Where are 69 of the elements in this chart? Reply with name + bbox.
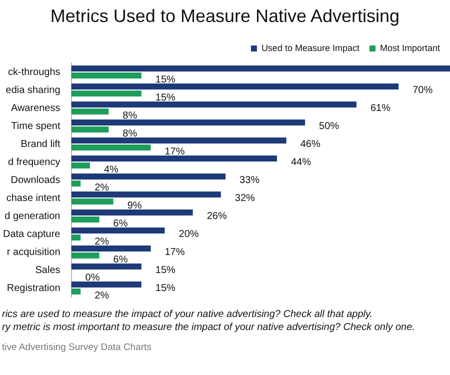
data-label: 8% xyxy=(122,128,138,140)
bar xyxy=(71,66,450,72)
y-tick-label: r acquisition xyxy=(6,246,60,258)
data-label: 6% xyxy=(113,254,128,266)
bar xyxy=(71,234,81,240)
bar xyxy=(71,126,109,132)
y-tick-label: chase intent xyxy=(6,192,60,204)
bar xyxy=(71,162,90,168)
y-tick-label: d generation xyxy=(4,210,60,222)
data-label: 46% xyxy=(300,139,320,150)
data-label: 20% xyxy=(178,229,199,240)
y-tick-label: Registration xyxy=(6,282,60,294)
data-label: 9% xyxy=(127,200,142,212)
data-label: 26% xyxy=(206,211,227,222)
y-tick-label: ck-throughs xyxy=(8,66,60,78)
text: rics are used to measure the impact of your native advertising? Check all that apply. xyxy=(2,309,373,320)
data-label: 33% xyxy=(240,175,260,186)
bar xyxy=(71,210,193,216)
y-tick-label: Data capture xyxy=(2,228,61,240)
bar xyxy=(71,102,356,108)
text: ry metric is most important to measure the impact of your native advertising? Check only one. xyxy=(2,322,415,333)
bar xyxy=(71,72,142,78)
data-label: 4% xyxy=(104,164,119,176)
bar xyxy=(71,228,165,234)
y-tick-label: Time spent xyxy=(11,120,60,132)
data-label: 17% xyxy=(164,247,185,258)
data-label: 61% xyxy=(370,103,391,114)
y-tick-label: Sales xyxy=(35,264,60,276)
data-label: 6% xyxy=(113,218,128,230)
y-tick-label: Downloads xyxy=(10,174,60,186)
data-label: 2% xyxy=(94,236,110,248)
bar xyxy=(71,120,306,126)
data-label: 70% xyxy=(412,85,433,96)
data-label: 15% xyxy=(155,92,176,104)
bar xyxy=(71,180,81,186)
bar xyxy=(71,90,142,96)
data-label: 32% xyxy=(234,193,256,204)
bar xyxy=(71,264,142,270)
legend-label: Used to Measure Impact xyxy=(261,42,360,53)
data-label: 17% xyxy=(164,146,185,158)
data-label: 15% xyxy=(155,74,176,86)
y-tick-label: Brand lift xyxy=(20,138,60,150)
text: tive Advertising Survey Data Charts xyxy=(2,342,152,353)
y-tick-label: edia sharing xyxy=(6,84,60,96)
data-label: 50% xyxy=(319,121,340,132)
bar xyxy=(71,144,151,150)
bar xyxy=(71,198,114,204)
bar xyxy=(71,138,286,144)
data-label: 15% xyxy=(155,265,176,276)
data-label: 0% xyxy=(85,272,100,284)
chart-title: Metrics Used to Measure Native Advertising xyxy=(49,6,401,27)
bar xyxy=(71,192,221,198)
bar xyxy=(71,174,226,180)
y-tick-label: Awareness xyxy=(10,102,60,114)
bar xyxy=(71,84,399,90)
bar xyxy=(71,252,100,258)
bar xyxy=(71,216,100,222)
y-tick-label: d frequency xyxy=(8,156,60,168)
bar xyxy=(71,282,142,288)
data-label: 15% xyxy=(155,283,176,294)
legend-label: Most Important xyxy=(380,42,440,53)
bar xyxy=(71,108,109,114)
bar xyxy=(71,246,151,252)
data-label: 2% xyxy=(94,290,110,302)
data-label: 2% xyxy=(94,182,110,194)
data-label: 44% xyxy=(290,157,312,168)
bar xyxy=(71,288,81,294)
data-label: 8% xyxy=(122,110,138,122)
bar xyxy=(71,156,277,162)
